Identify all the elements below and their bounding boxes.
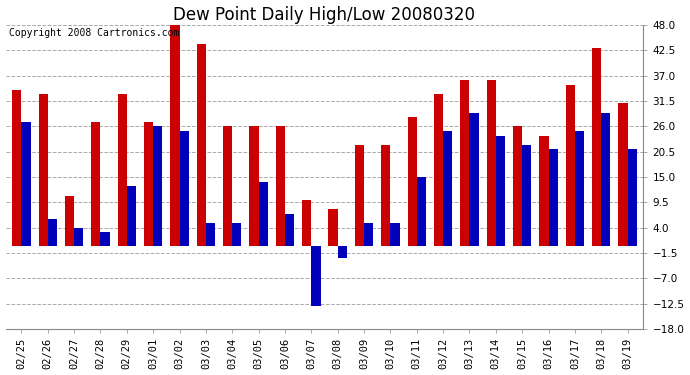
- Bar: [276, 126, 285, 246]
- Bar: [21, 122, 30, 246]
- Bar: [249, 126, 259, 246]
- Bar: [364, 223, 373, 246]
- Bar: [381, 145, 391, 246]
- Bar: [302, 200, 311, 246]
- Bar: [601, 112, 611, 246]
- Bar: [48, 219, 57, 246]
- Bar: [434, 94, 443, 246]
- Bar: [592, 48, 601, 246]
- Bar: [443, 131, 453, 246]
- Text: Copyright 2008 Cartronics.com: Copyright 2008 Cartronics.com: [9, 28, 179, 38]
- Bar: [337, 246, 347, 258]
- Bar: [91, 122, 101, 246]
- Bar: [144, 122, 153, 246]
- Bar: [486, 80, 496, 246]
- Bar: [566, 85, 575, 246]
- Bar: [117, 94, 127, 246]
- Bar: [513, 126, 522, 246]
- Bar: [522, 145, 531, 246]
- Bar: [628, 150, 637, 246]
- Bar: [575, 131, 584, 246]
- Bar: [540, 136, 549, 246]
- Bar: [549, 150, 558, 246]
- Bar: [417, 177, 426, 246]
- Bar: [469, 112, 479, 246]
- Bar: [39, 94, 48, 246]
- Bar: [328, 209, 337, 246]
- Bar: [206, 223, 215, 246]
- Bar: [12, 90, 21, 246]
- Bar: [74, 228, 83, 246]
- Bar: [496, 136, 505, 246]
- Bar: [233, 223, 241, 246]
- Bar: [391, 223, 400, 246]
- Bar: [170, 25, 179, 246]
- Bar: [618, 104, 628, 246]
- Bar: [223, 126, 233, 246]
- Bar: [259, 182, 268, 246]
- Title: Dew Point Daily High/Low 20080320: Dew Point Daily High/Low 20080320: [173, 6, 475, 24]
- Bar: [65, 196, 74, 246]
- Bar: [153, 126, 162, 246]
- Bar: [460, 80, 469, 246]
- Bar: [285, 214, 294, 246]
- Bar: [179, 131, 189, 246]
- Bar: [197, 44, 206, 246]
- Bar: [311, 246, 321, 306]
- Bar: [355, 145, 364, 246]
- Bar: [408, 117, 417, 246]
- Bar: [101, 232, 110, 246]
- Bar: [127, 186, 136, 246]
